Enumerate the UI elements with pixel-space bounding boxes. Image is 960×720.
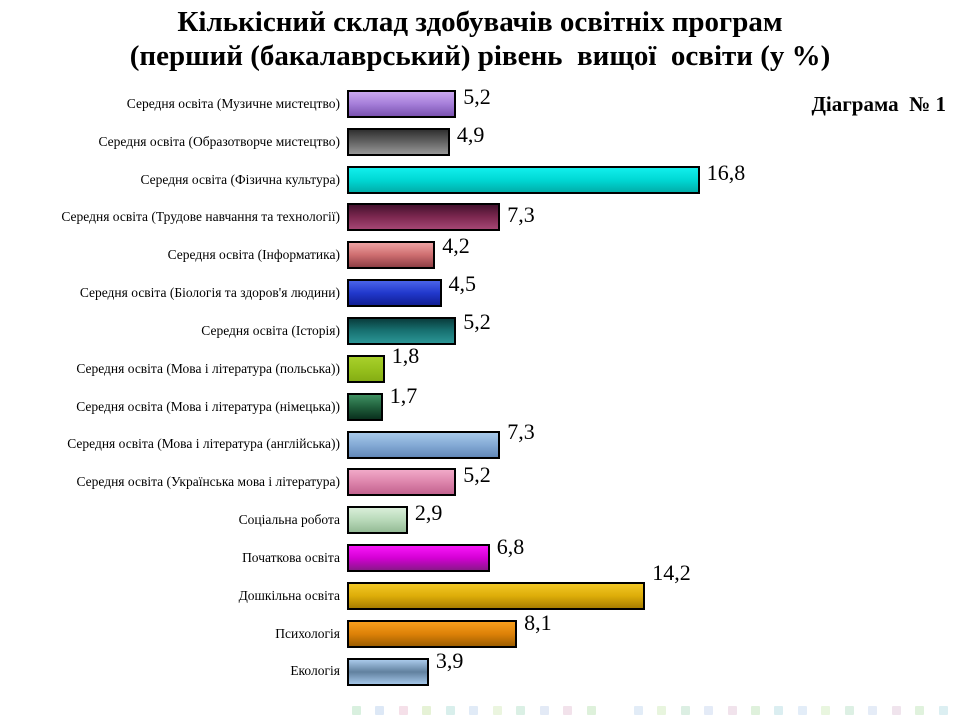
chart-row: Психологія 8,1 (0, 610, 960, 653)
footer-mark (680, 706, 690, 715)
value-label: 4,9 (456, 121, 485, 147)
chart-row: Початкова освіта 6,8 (0, 535, 960, 577)
value-label: 4,2 (442, 233, 470, 259)
footer-mark (868, 706, 878, 715)
footer-mark (633, 706, 643, 715)
chart-row: Середня освіта (Трудове навчання та техн… (0, 199, 960, 237)
chart-title: Кількісний склад здобувачів освітніх про… (0, 5, 960, 73)
category-label: Середня освіта (Мова і література (німец… (76, 398, 340, 414)
category-label: Середня освіта (Образотворче мистецтво) (98, 133, 340, 149)
footer-mark (492, 706, 502, 715)
category-label: Середня освіта (Музичне мистецтво) (126, 95, 340, 111)
footer-mark (774, 706, 784, 715)
bar (347, 127, 450, 156)
category-label: Середня освіта (Біологія та здоров'я люд… (79, 285, 340, 301)
category-label: Середня освіта (Українська мова і літера… (76, 474, 340, 490)
footer-mark (844, 706, 854, 715)
footer-mark (657, 706, 667, 715)
value-label: 4,5 (448, 271, 477, 297)
category-label: Середня освіта (Трудове навчання та техн… (61, 209, 340, 225)
footer-mark (750, 706, 760, 715)
value-label: 1,7 (389, 382, 418, 408)
chart-row: Середня освіта (Біологія та здоров'я люд… (0, 271, 960, 312)
bar (347, 203, 501, 232)
value-label: 7,3 (507, 201, 535, 227)
value-label: 5,2 (463, 309, 491, 335)
chart-row: Середня освіта (Образотворче мистецтво) 4… (0, 121, 960, 161)
footer-mark (398, 706, 408, 715)
footer-mark (469, 706, 479, 715)
footer-mark (539, 706, 549, 715)
value-label: 1,8 (391, 342, 420, 368)
footer-mark (704, 706, 714, 715)
category-label: Психологія (275, 625, 340, 641)
chart-title-line1: Кількісний склад здобувачів освітніх про… (177, 6, 783, 38)
value-label: 8,1 (524, 609, 552, 635)
bar-chart: Середня освіта (Музичне мистецтво) 5,2 Сер… (0, 85, 960, 691)
bar (347, 468, 457, 497)
bar (347, 392, 383, 421)
value-label: 7,3 (507, 418, 535, 444)
chart-row: Середня освіта (Фізична культура) 16,8 (0, 159, 960, 199)
category-label: Дошкільна освіта (238, 587, 340, 603)
bar (347, 89, 457, 118)
value-label: 6,8 (496, 534, 525, 560)
category-label: Середня освіта (Історія) (201, 322, 340, 338)
bar (347, 279, 442, 308)
bar (347, 581, 646, 610)
value-label: 3,9 (435, 647, 464, 673)
footer-marks (352, 705, 948, 716)
chart-row: Екологія 3,9 (0, 648, 960, 691)
footer-mark (516, 706, 526, 715)
category-label: Середня освіта (Мова і література (польс… (76, 360, 340, 376)
footer-mark (563, 706, 573, 715)
value-label: 14,2 (652, 559, 691, 585)
footer-mark (375, 706, 385, 715)
footer-mark (821, 706, 831, 715)
category-label: Середня освіта (Мова і література (англі… (67, 436, 340, 452)
footer-mark (938, 706, 948, 715)
chart-row: Середня освіта (Мова і література (німец… (0, 383, 960, 426)
category-label: Соціальна робота (238, 512, 340, 528)
bar (347, 544, 490, 573)
bar (347, 506, 408, 535)
footer-mark (727, 706, 737, 715)
chart-row: Середня освіта (Мова і література (польс… (0, 343, 960, 388)
footer-mark (352, 706, 361, 715)
value-label: 16,8 (706, 159, 746, 185)
bar (347, 430, 501, 459)
value-label: 5,2 (463, 462, 491, 488)
footer-mark (915, 706, 925, 715)
bar (347, 657, 429, 686)
category-label: Середня освіта (Фізична культура) (140, 171, 340, 187)
chart-row: Середня освіта (Історія) 5,2 (0, 309, 960, 350)
chart-row: Дошкільна освіта 14,2 (0, 560, 960, 615)
footer-mark (422, 706, 432, 715)
chart-title-line2: (перший (бакалаврський) рівень вищої осв… (129, 40, 831, 72)
chart-row: Середня освіта (Мова і література (англі… (0, 419, 960, 464)
bar (347, 165, 700, 194)
value-label: 5,2 (463, 84, 491, 109)
chart-row: Середня освіта (Музичне мистецтво) 5,2 (0, 85, 960, 123)
chart-row: Середня освіта (Українська мова і літера… (0, 463, 960, 501)
bar (347, 354, 385, 383)
footer-mark (891, 706, 901, 715)
category-label: Початкова освіта (242, 549, 340, 565)
bar (347, 619, 518, 648)
footer-mark (445, 706, 455, 715)
chart-row: Середня освіта (Інформатика) 4,2 (0, 233, 960, 274)
chart-row: Соціальна робота 2,9 (0, 501, 960, 539)
footer-mark (797, 706, 807, 715)
footer-mark (586, 706, 596, 715)
value-label: 2,9 (414, 500, 443, 526)
category-label: Середня освіта (Інформатика) (167, 247, 340, 263)
bar (347, 241, 436, 270)
diagram-number-label: Діаграма № 1 (811, 92, 946, 116)
category-label: Екологія (290, 663, 340, 679)
footer-mark (610, 706, 619, 715)
bar (347, 316, 457, 345)
